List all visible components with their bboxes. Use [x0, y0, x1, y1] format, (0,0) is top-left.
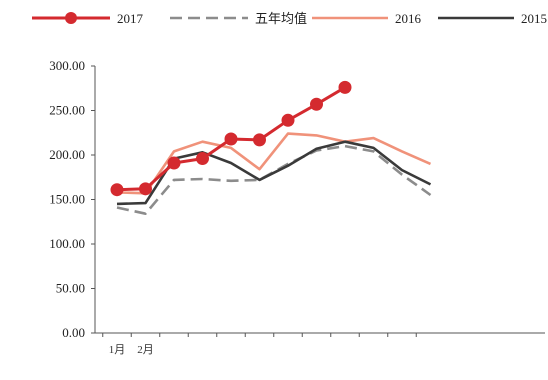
series-marker-2017	[310, 97, 323, 111]
y-tick-label: 150.00	[49, 192, 85, 207]
y-tick-label: 0.00	[62, 325, 85, 340]
y-tick-label: 100.00	[49, 236, 85, 251]
x-axis: 1月 2月	[95, 332, 545, 356]
series-line-2	[116, 132, 432, 195]
series-marker-2017	[281, 113, 295, 127]
series-marker-2017	[224, 132, 238, 146]
x-tick-label: 2月	[137, 344, 154, 356]
series-marker-2017	[338, 80, 352, 94]
y-axis: 0.00 50.00 100.00 150.00 200.00 250.00 300.00	[49, 58, 96, 340]
legend-label: 2016	[395, 11, 422, 26]
legend: 2017 五年均值 2016 2015	[32, 11, 547, 26]
series-marker-2017	[253, 133, 266, 147]
legend-marker	[65, 12, 77, 24]
legend-label: 2017	[117, 11, 144, 26]
series-marker-2017	[167, 156, 181, 170]
series-marker-2017	[110, 183, 124, 197]
y-tick-label: 200.00	[49, 147, 85, 162]
legend-label: 2015	[521, 11, 547, 26]
legend-label: 五年均值	[255, 11, 307, 26]
series-marker-2017	[139, 182, 152, 196]
y-tick-label: 300.00	[49, 58, 85, 73]
y-tick-label: 50.00	[56, 281, 85, 296]
series-marker-2017	[196, 152, 209, 166]
y-tick-label: 250.00	[49, 103, 85, 118]
x-tick-label: 1月	[109, 344, 126, 356]
plot-area	[110, 80, 432, 215]
